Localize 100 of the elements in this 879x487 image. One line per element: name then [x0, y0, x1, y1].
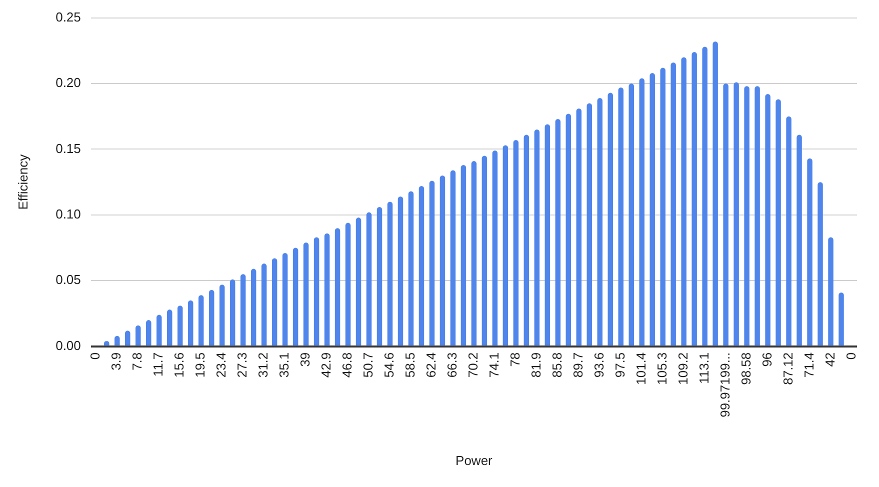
bar: [712, 41, 718, 346]
bar: [334, 228, 340, 346]
bar: [177, 306, 183, 346]
bar: [356, 218, 362, 346]
x-tick-label: 85.8: [549, 352, 564, 378]
bar: [807, 158, 812, 346]
bar: [544, 124, 550, 346]
bar: [250, 268, 256, 346]
x-tick-label: 23.4: [214, 352, 229, 378]
x-tick-label: 42.9: [318, 352, 334, 378]
x-tick-label: 89.7: [570, 352, 586, 378]
bar: [398, 196, 404, 346]
x-tick-label: 42: [822, 352, 838, 367]
x-tick-label: 31.2: [256, 352, 271, 378]
x-tick-label: 96: [759, 352, 774, 367]
bar: [608, 92, 614, 346]
y-tick-label: 0.20: [56, 75, 81, 90]
bar: [188, 300, 194, 346]
x-tick-label: 98.58: [738, 352, 754, 385]
bar: [272, 258, 278, 346]
bar: [450, 170, 456, 346]
bar: [597, 98, 603, 346]
x-axis-title: Power: [456, 452, 494, 468]
x-tick-label: 70.2: [466, 352, 481, 378]
bar: [576, 108, 582, 346]
x-tick-label: 50.7: [360, 352, 376, 378]
x-tick-label: 105.3: [654, 352, 670, 385]
bar: [345, 222, 351, 346]
x-tick-label: 58.5: [402, 352, 418, 378]
bar: [639, 78, 644, 346]
y-tick-label: 0.25: [56, 9, 81, 24]
bar: [471, 161, 477, 346]
x-tick-label: 11.7: [150, 352, 166, 377]
bar: [692, 52, 697, 346]
y-tick-label: 0.05: [56, 272, 81, 288]
bar: [660, 68, 666, 346]
bar: [387, 202, 393, 346]
bar: [292, 248, 298, 346]
y-axis-title: Efficiency: [15, 154, 30, 210]
bar: [303, 242, 309, 346]
bar: [146, 320, 152, 346]
bar: [156, 314, 162, 346]
bar: [125, 330, 130, 346]
bar: [282, 253, 288, 346]
x-tick-label: 19.5: [192, 352, 208, 378]
bar: [219, 284, 225, 346]
bar: [796, 134, 802, 346]
x-tick-label: 87.12: [780, 352, 796, 385]
x-tick-label: 97.5: [612, 352, 628, 378]
bar: [418, 186, 424, 346]
bar: [786, 116, 792, 346]
bar: [744, 86, 750, 346]
bar: [440, 176, 446, 346]
bar: [586, 103, 592, 346]
x-tick-label: 15.6: [172, 352, 187, 378]
bar: [492, 150, 498, 346]
bar: [513, 140, 519, 346]
bar: [460, 164, 466, 346]
bar: [524, 134, 530, 346]
x-tick-label: 71.4: [801, 352, 816, 378]
x-tick-label: 62.4: [424, 352, 439, 378]
x-tick-label: 74.1: [486, 352, 502, 378]
bar: [702, 46, 708, 346]
bar: [650, 72, 655, 346]
y-tick-label: 0.00: [56, 338, 81, 353]
bar: [261, 264, 267, 346]
bar: [776, 99, 781, 346]
bar: [754, 86, 760, 346]
bar: [230, 279, 236, 346]
x-tick-label: 78: [508, 352, 523, 367]
bar: [408, 191, 414, 346]
bar: [723, 84, 728, 346]
bar: [314, 237, 320, 346]
bar: [366, 212, 372, 346]
x-tick-label: 81.9: [528, 352, 544, 378]
x-tick-label: 93.6: [591, 352, 606, 378]
x-tick-label: 101.4: [633, 352, 648, 385]
x-tick-label: 27.3: [234, 352, 250, 378]
x-tick-label: 39: [298, 352, 313, 367]
bar: [838, 292, 844, 346]
bar: [502, 145, 508, 346]
bar: [566, 114, 572, 346]
x-tick-label: 113.1: [696, 352, 712, 384]
bar: [324, 233, 330, 346]
bar: [136, 325, 141, 346]
y-tick-label: 0.15: [56, 140, 81, 156]
bar: [828, 237, 834, 346]
bar: [208, 290, 214, 346]
bar: [628, 84, 634, 346]
bar: [429, 180, 435, 346]
bar: [555, 118, 561, 346]
x-tick-label: 46.8: [340, 352, 355, 378]
bar: [618, 87, 624, 346]
x-tick-label: 0: [88, 352, 103, 360]
x-tick-label: 99.97199...: [717, 352, 732, 418]
bar: [198, 295, 204, 346]
bar: [765, 94, 770, 346]
bar: [482, 156, 488, 346]
bar: [240, 274, 246, 346]
x-tick-label: 7.8: [130, 352, 145, 370]
